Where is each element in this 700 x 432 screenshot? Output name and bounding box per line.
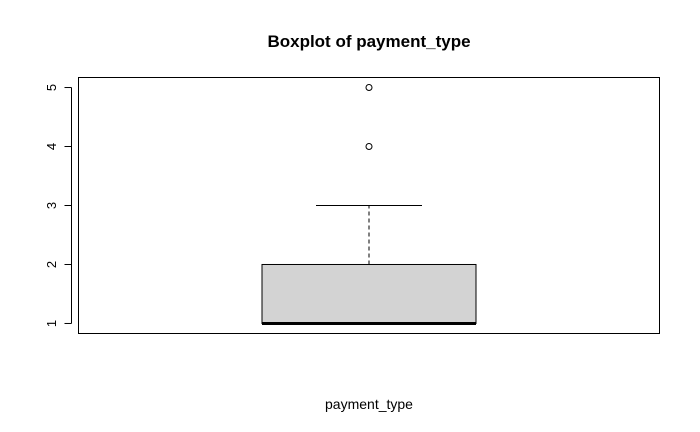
y-tick-label: 5	[44, 84, 59, 91]
x-axis-label: payment_type	[325, 396, 413, 412]
outlier-point	[365, 143, 373, 151]
y-tick-label: 3	[44, 202, 59, 209]
iqr-box	[261, 263, 477, 324]
y-tick-label: 2	[44, 261, 59, 268]
y-axis: 1 2 3 4 5	[44, 84, 72, 327]
chart-title: Boxplot of payment_type	[267, 32, 470, 51]
y-tick-label: 1	[44, 320, 59, 327]
y-tick-label: 4	[44, 143, 59, 150]
outlier-point	[365, 84, 373, 92]
box-layer	[261, 84, 477, 325]
plot-frame	[78, 77, 660, 334]
